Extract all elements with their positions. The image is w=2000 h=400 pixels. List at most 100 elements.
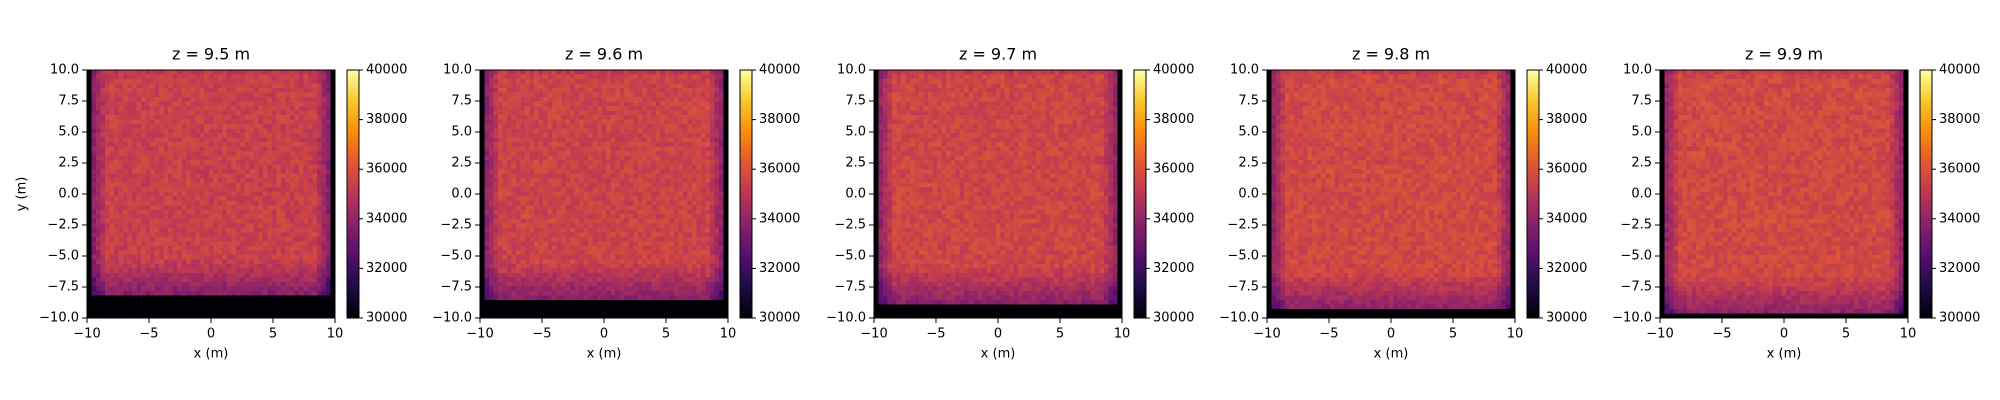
heatmap-cell: [565, 83, 571, 89]
heatmap-cell: [258, 250, 264, 256]
heatmap-cell: [235, 137, 241, 143]
heatmap-cell: [159, 70, 164, 75]
heatmap-cell: [127, 281, 133, 287]
heatmap-cell: [208, 218, 214, 224]
heatmap-cell: [100, 277, 106, 283]
heatmap-cell: [96, 151, 101, 156]
heatmap-cell: [208, 146, 214, 152]
heatmap-cell: [484, 128, 490, 134]
heatmap-cell: [543, 83, 548, 89]
heatmap-cell: [127, 205, 133, 211]
heatmap-cell: [574, 88, 580, 93]
heatmap-cell: [105, 295, 110, 301]
heatmap-cell: [493, 106, 499, 111]
heatmap-cell: [123, 205, 128, 211]
heatmap-cell: [249, 83, 255, 89]
heatmap-cell: [642, 92, 648, 98]
heatmap-cell: [723, 142, 729, 147]
heatmap-cell: [186, 281, 192, 287]
heatmap-cell: [280, 106, 286, 111]
heatmap-cell: [642, 155, 648, 161]
colorbar-segment: [347, 201, 359, 205]
heatmap-cell: [651, 70, 657, 75]
heatmap-cell: [244, 191, 250, 197]
heatmap-cell: [231, 250, 237, 256]
heatmap-cell: [132, 227, 137, 233]
heatmap-cell: [303, 187, 309, 193]
heatmap-cell: [325, 277, 331, 283]
heatmap-cell: [118, 182, 124, 188]
heatmap-cell: [651, 160, 657, 165]
heatmap-cell: [574, 119, 580, 125]
heatmap-cell: [601, 169, 607, 175]
heatmap-cell: [253, 119, 259, 125]
heatmap-cell: [673, 164, 679, 170]
heatmap-cell: [208, 83, 214, 89]
heatmap-cell: [190, 290, 196, 296]
heatmap-cell: [231, 74, 237, 80]
heatmap-cell: [204, 290, 210, 296]
heatmap-cell: [507, 74, 512, 80]
heatmap-cell: [109, 196, 115, 202]
heatmap-cell: [186, 200, 192, 206]
heatmap-cell: [145, 106, 151, 111]
heatmap-cell: [132, 169, 137, 175]
heatmap-cell: [561, 106, 566, 111]
heatmap-cell: [289, 137, 295, 143]
heatmap-cell: [678, 155, 684, 161]
heatmap-cell: [240, 214, 246, 220]
heatmap-cell: [651, 164, 657, 170]
heatmap-cell: [168, 70, 173, 75]
heatmap-cell: [141, 187, 146, 193]
heatmap-cell: [556, 169, 562, 175]
heatmap-cell: [637, 169, 643, 175]
heatmap-cell: [298, 268, 304, 274]
heatmap-cell: [480, 205, 485, 211]
heatmap-cell: [565, 182, 571, 188]
heatmap-cell: [574, 200, 580, 206]
heatmap-cell: [574, 155, 580, 161]
heatmap-cell: [484, 155, 490, 161]
heatmap-cell: [312, 191, 318, 197]
heatmap-cell: [163, 205, 169, 211]
heatmap-cell: [213, 155, 219, 161]
heatmap-cell: [249, 79, 255, 84]
heatmap-cell: [217, 241, 223, 247]
heatmap-cell: [118, 227, 124, 233]
heatmap-cell: [240, 290, 246, 296]
heatmap-cell: [312, 101, 318, 107]
heatmap-cell: [267, 178, 273, 184]
heatmap-cell: [298, 151, 304, 156]
heatmap-cell: [592, 133, 598, 138]
heatmap-cell: [168, 106, 173, 111]
heatmap-cell: [204, 250, 210, 256]
heatmap-cell: [163, 272, 169, 278]
heatmap-cell: [190, 223, 196, 229]
heatmap-cell: [109, 250, 115, 256]
heatmap-cell: [118, 241, 124, 247]
heatmap-cell: [222, 277, 228, 283]
heatmap-cell: [624, 106, 630, 111]
heatmap-cell: [244, 259, 250, 265]
heatmap-cell: [628, 200, 634, 206]
heatmap-cell: [109, 79, 115, 84]
heatmap-cell: [105, 241, 110, 247]
heatmap-cell: [249, 92, 255, 98]
heatmap-cell: [289, 169, 295, 175]
heatmap-cell: [168, 218, 173, 224]
heatmap-cell: [307, 313, 313, 319]
heatmap-cell: [303, 227, 309, 233]
heatmap-cell: [583, 160, 589, 165]
heatmap-cell: [91, 182, 97, 188]
heatmap-cell: [723, 74, 729, 80]
heatmap-cell: [163, 191, 169, 197]
heatmap-cell: [163, 110, 169, 116]
heatmap-cell: [123, 92, 128, 98]
heatmap-cell: [561, 133, 566, 138]
heatmap-cell: [177, 191, 182, 197]
heatmap-cell: [199, 70, 205, 75]
heatmap-cell: [552, 173, 557, 179]
heatmap-cell: [109, 97, 115, 102]
heatmap-cell: [262, 245, 268, 251]
heatmap-cell: [186, 142, 192, 147]
